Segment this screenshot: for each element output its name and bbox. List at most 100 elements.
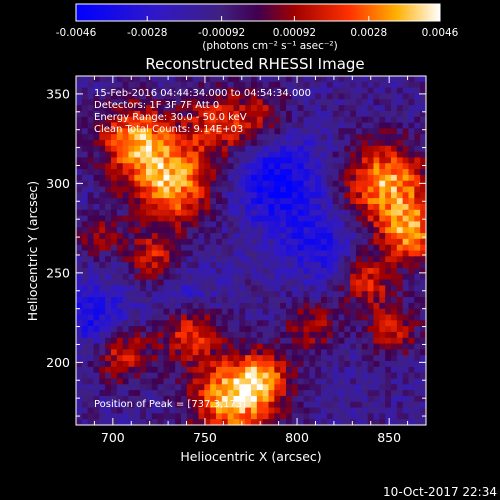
y-tick-label: 300 bbox=[46, 176, 70, 191]
heatmap-cell bbox=[116, 308, 124, 316]
heatmap-cell bbox=[408, 105, 415, 112]
heatmap-cell bbox=[175, 256, 182, 263]
heatmap-cell bbox=[396, 151, 404, 159]
heatmap-cell bbox=[414, 355, 421, 362]
heatmap-cell bbox=[146, 163, 153, 170]
heatmap-cell bbox=[297, 297, 305, 304]
heatmap-cell bbox=[99, 238, 106, 246]
heatmap-cell bbox=[315, 262, 322, 269]
heatmap-cell bbox=[216, 407, 223, 414]
heatmap-cell bbox=[414, 349, 421, 356]
heatmap-cell bbox=[169, 390, 176, 397]
heatmap-cell bbox=[262, 262, 270, 269]
heatmap-cell bbox=[338, 378, 345, 385]
heatmap-cell bbox=[367, 326, 375, 333]
heatmap-cell bbox=[315, 227, 322, 234]
heatmap-cell bbox=[221, 361, 229, 368]
heatmap-cell bbox=[420, 407, 427, 414]
heatmap-cell bbox=[204, 116, 211, 124]
heatmap-cell bbox=[198, 273, 205, 281]
heatmap-cell bbox=[268, 244, 275, 252]
heatmap-cell bbox=[81, 116, 89, 124]
heatmap-cell bbox=[134, 390, 141, 397]
heatmap-cell bbox=[367, 273, 375, 281]
heatmap-cell bbox=[216, 337, 223, 345]
heatmap-cell bbox=[151, 256, 159, 263]
heatmap-cell bbox=[280, 291, 287, 298]
heatmap-cell bbox=[338, 349, 345, 356]
heatmap-cell bbox=[122, 372, 130, 380]
heatmap-cell bbox=[87, 326, 95, 333]
heatmap-cell bbox=[198, 390, 205, 397]
heatmap-cell bbox=[332, 81, 340, 89]
heatmap-cell bbox=[414, 302, 421, 310]
heatmap-cell bbox=[385, 244, 392, 252]
heatmap-cell bbox=[204, 87, 211, 95]
heatmap-cell bbox=[326, 221, 334, 228]
heatmap-cell bbox=[233, 209, 240, 217]
heatmap-cell bbox=[181, 238, 188, 246]
heatmap-cell bbox=[169, 116, 176, 124]
heatmap-cell bbox=[332, 273, 340, 281]
heatmap-cell bbox=[385, 407, 392, 414]
heatmap-cell bbox=[402, 331, 410, 339]
heatmap-cell bbox=[420, 297, 427, 304]
heatmap-cell bbox=[128, 105, 135, 112]
heatmap-cell bbox=[204, 99, 211, 106]
heatmap-cell bbox=[391, 105, 398, 112]
heatmap-cell bbox=[402, 186, 410, 193]
heatmap-cell bbox=[99, 244, 106, 252]
heatmap-cell bbox=[81, 291, 89, 298]
heatmap-cell bbox=[76, 413, 83, 420]
heatmap-cell bbox=[233, 308, 240, 316]
heatmap-cell bbox=[379, 198, 386, 205]
heatmap-cell bbox=[402, 361, 410, 368]
heatmap-cell bbox=[402, 139, 410, 147]
heatmap-cell bbox=[128, 343, 135, 350]
heatmap-cell bbox=[210, 81, 217, 89]
heatmap-cell bbox=[146, 238, 153, 246]
heatmap-cell bbox=[350, 192, 357, 199]
heatmap-cell bbox=[379, 320, 386, 327]
heatmap-cell bbox=[373, 180, 380, 188]
heatmap-cell bbox=[210, 186, 217, 193]
heatmap-cell bbox=[233, 244, 240, 252]
heatmap-cell bbox=[402, 116, 410, 124]
heatmap-cell bbox=[93, 93, 100, 100]
heatmap-cell bbox=[321, 238, 328, 246]
heatmap-cell bbox=[402, 343, 410, 350]
heatmap-cell bbox=[262, 308, 270, 316]
heatmap-cell bbox=[87, 215, 95, 223]
heatmap-cell bbox=[286, 174, 293, 182]
annotation-time-range: 15-Feb-2016 04:44:34.000 to 04:54:34.000 bbox=[94, 88, 311, 99]
heatmap-cell bbox=[262, 145, 270, 153]
heatmap-cell bbox=[262, 221, 270, 228]
heatmap-cell bbox=[309, 355, 316, 362]
heatmap-cell bbox=[128, 279, 135, 286]
heatmap-cell bbox=[175, 302, 182, 310]
heatmap-cell bbox=[175, 81, 182, 89]
heatmap-cell bbox=[332, 163, 340, 170]
heatmap-cell bbox=[367, 279, 375, 286]
heatmap-cell bbox=[169, 221, 176, 228]
heatmap-cell bbox=[128, 262, 135, 269]
heatmap-cell bbox=[186, 157, 194, 164]
heatmap-cell bbox=[303, 250, 310, 257]
heatmap-cell bbox=[99, 134, 106, 141]
heatmap-cell bbox=[402, 221, 410, 228]
heatmap-cell bbox=[338, 157, 345, 164]
heatmap-cell bbox=[344, 297, 351, 304]
heatmap-cell bbox=[210, 395, 217, 403]
heatmap-cell bbox=[402, 273, 410, 281]
heatmap-cell bbox=[239, 291, 246, 298]
heatmap-cell bbox=[227, 227, 235, 234]
heatmap-cell bbox=[251, 285, 258, 292]
heatmap-cell bbox=[414, 203, 421, 211]
heatmap-cell bbox=[111, 355, 118, 362]
heatmap-cell bbox=[245, 419, 252, 426]
heatmap-cell bbox=[280, 390, 287, 397]
heatmap-cell bbox=[315, 407, 322, 414]
heatmap-cell bbox=[274, 314, 281, 321]
